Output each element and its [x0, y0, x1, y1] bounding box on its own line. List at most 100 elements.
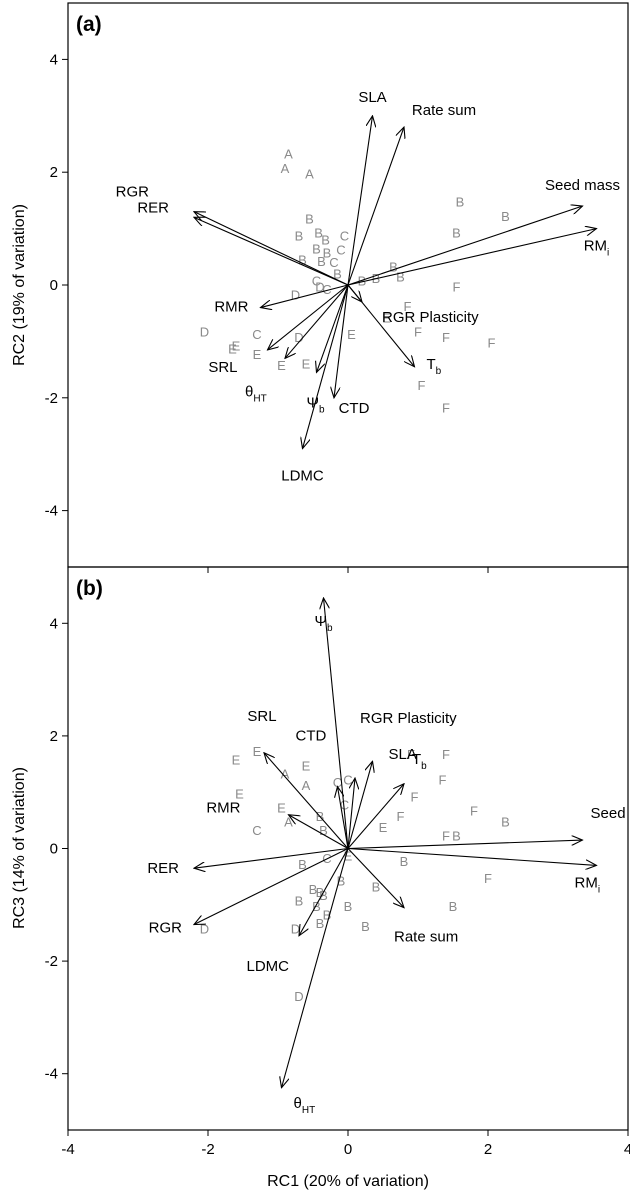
data-point: F: [470, 803, 478, 818]
data-point: B: [312, 241, 321, 256]
vector-psi: [317, 284, 349, 372]
vector-label-rmi: RMi: [575, 874, 601, 895]
data-point: F: [414, 324, 422, 339]
vector-rgr: [194, 212, 349, 286]
vector-label-ctd: CTD: [339, 400, 370, 417]
vector-label-ldmc: LDMC: [246, 958, 289, 975]
vector-theta: [285, 284, 349, 358]
vector-label-tb: Tb: [427, 356, 442, 377]
vector-tb: [347, 284, 415, 367]
y-tick-label: -2: [45, 953, 58, 970]
data-point: C: [343, 772, 352, 787]
data-point: B: [452, 226, 461, 241]
data-point: C: [333, 775, 342, 790]
data-point: B: [309, 882, 318, 897]
data-point: E: [277, 358, 286, 373]
data-point: C: [252, 327, 261, 342]
vector-tb: [347, 784, 404, 849]
data-point: B: [323, 907, 332, 922]
data-point: B: [333, 266, 342, 281]
data-point: D: [294, 330, 303, 345]
data-point: D: [291, 922, 300, 937]
data-point: F: [442, 747, 450, 762]
data-point: B: [295, 893, 304, 908]
vector-label-ratesum: Rate sum: [394, 929, 458, 946]
data-point: E: [277, 801, 286, 816]
vector-rmr: [261, 284, 349, 308]
x-tick-label: 0: [344, 1141, 352, 1158]
data-point: E: [302, 758, 311, 773]
vector-label-rgr: RGR: [149, 920, 183, 937]
data-point: F: [442, 829, 450, 844]
data-point: B: [323, 245, 332, 260]
data-point: E: [344, 848, 353, 863]
vector-label-rgrplast: RGR Plasticity: [382, 309, 479, 326]
vector-label-rer: RER: [137, 199, 169, 216]
data-point: B: [361, 919, 370, 934]
data-point: E: [253, 347, 262, 362]
data-point: B: [319, 823, 328, 838]
data-point: F: [407, 747, 415, 762]
y-tick-label: 0: [50, 841, 58, 858]
data-point: F: [488, 336, 496, 351]
data-point: C: [322, 282, 331, 297]
x-tick-label: -2: [201, 1141, 214, 1158]
vector-label-sla: SLA: [389, 746, 417, 763]
data-point: B: [452, 829, 461, 844]
vector-label-ldmc: LDMC: [281, 468, 324, 485]
data-point: E: [253, 744, 262, 759]
data-point: A: [281, 161, 290, 176]
data-point: D: [200, 922, 209, 937]
y-tick-label: 2: [50, 164, 58, 181]
data-point: A: [305, 166, 314, 181]
data-point: F: [404, 299, 412, 314]
data-point: B: [389, 260, 398, 275]
vector-label-psi: Ψb: [307, 394, 326, 415]
vector-label-rgrplast: RGR Plasticity: [360, 710, 457, 727]
vector-rer: [194, 217, 349, 286]
data-point: A: [281, 767, 290, 782]
data-point: F: [442, 401, 450, 416]
data-point: E: [379, 820, 388, 835]
y-tick-label: -4: [45, 1066, 58, 1083]
vector-label-ctd: CTD: [296, 728, 327, 745]
vector-rmr: [289, 815, 349, 849]
vector-label-rer: RER: [147, 860, 179, 877]
vector-sla: [347, 116, 373, 286]
panel-label: (a): [76, 13, 102, 36]
data-point: F: [442, 330, 450, 345]
data-point: B: [337, 874, 346, 889]
x-tick-label: 4: [624, 1141, 630, 1158]
vector-rmi: [347, 847, 597, 866]
data-point: D: [291, 288, 300, 303]
vector-ctd: [334, 284, 349, 398]
x-axis-label: RC1 (20% of variation): [267, 1173, 429, 1190]
y-axis-label: RC3 (14% of variation): [11, 767, 28, 929]
vector-label-rmi: RMi: [584, 238, 610, 259]
data-point: B: [298, 857, 307, 872]
data-point: C: [340, 228, 349, 243]
vector-theta: [282, 848, 349, 1088]
vector-label-rgr: RGR: [116, 184, 150, 201]
vector-ratesum: [347, 127, 404, 286]
data-point: B: [344, 899, 353, 914]
vector-ldmc: [299, 848, 349, 936]
data-point: B: [372, 879, 381, 894]
vector-label-ratesum: Rate sum: [412, 102, 476, 119]
data-point: C: [312, 274, 321, 289]
data-point: B: [358, 274, 367, 289]
vector-rgr: [194, 848, 349, 925]
data-point: A: [302, 778, 311, 793]
data-point: F: [439, 772, 447, 787]
data-point: C: [340, 798, 349, 813]
vector-ldmc: [303, 284, 349, 449]
data-point: E: [347, 327, 356, 342]
vector-rgrplast: [347, 778, 355, 849]
data-point: B: [298, 253, 307, 268]
x-tick-label: -4: [61, 1141, 74, 1158]
panel-label: (b): [76, 577, 103, 600]
vector-sla: [347, 761, 373, 849]
data-point: B: [316, 885, 325, 900]
data-point: B: [501, 209, 510, 224]
